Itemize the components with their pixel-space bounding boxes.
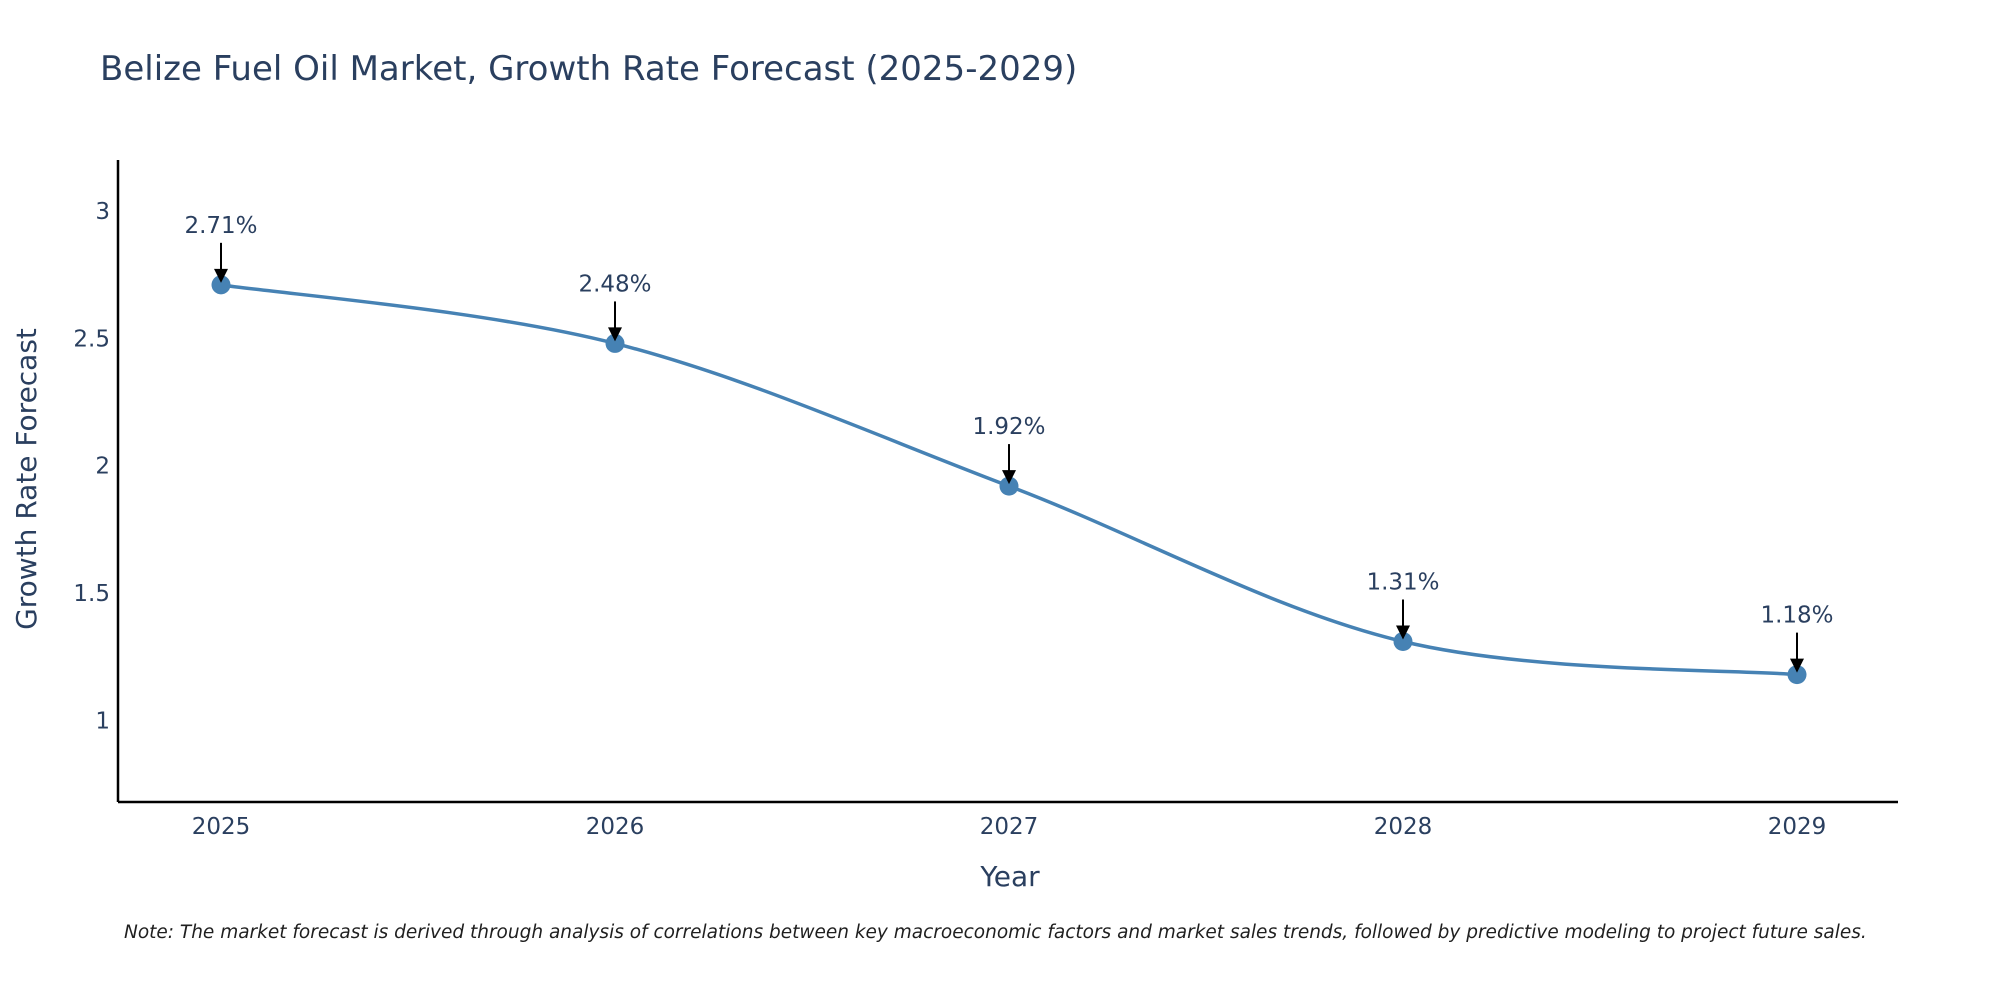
y-tick-label: 1.5 xyxy=(73,581,110,607)
x-tick-label: 2026 xyxy=(586,814,645,840)
annotation-arrow-head xyxy=(214,268,228,283)
x-ticks: 2025 2026 2027 2028 2029 xyxy=(192,814,1827,840)
y-axis-title: Growth Rate Forecast xyxy=(10,328,43,630)
annotation-arrow-head xyxy=(1790,658,1804,673)
y-tick-label: 2.5 xyxy=(73,326,110,352)
data-label: 2.48% xyxy=(578,271,651,297)
data-markers xyxy=(211,275,1807,685)
data-point-marker xyxy=(211,275,231,295)
y-tick-label: 1 xyxy=(95,708,110,734)
chart-title: Belize Fuel Oil Market, Growth Rate Fore… xyxy=(100,49,1077,89)
y-ticks: 1 1.5 2 2.5 3 xyxy=(73,199,110,735)
annotation-arrow-head xyxy=(608,327,622,342)
y-tick-label: 2 xyxy=(95,454,110,480)
x-axis-title: Year xyxy=(979,860,1040,893)
data-label: 1.31% xyxy=(1366,570,1439,596)
x-tick-label: 2029 xyxy=(1768,814,1827,840)
footnote: Note: The market forecast is derived thr… xyxy=(124,922,1867,943)
data-label: 1.92% xyxy=(972,414,1045,440)
data-point-marker xyxy=(999,476,1019,496)
x-tick-label: 2028 xyxy=(1374,814,1433,840)
annotation-arrow-head xyxy=(1002,470,1016,485)
x-tick-label: 2025 xyxy=(192,814,251,840)
x-tick-label: 2027 xyxy=(980,814,1039,840)
data-label: 2.71% xyxy=(184,213,257,239)
data-point-marker xyxy=(1787,665,1807,685)
data-point-marker xyxy=(605,333,625,353)
y-tick-label: 3 xyxy=(95,199,110,225)
data-annotations: 2.71% 2.48% 1.92% 1.31% 1.18% xyxy=(184,213,1834,673)
annotation-arrow-head xyxy=(1396,625,1410,640)
plot-area: 1 1.5 2 2.5 3 2025 2026 2027 2028 2029 2.71% 2.48… xyxy=(73,160,1898,840)
data-point-marker xyxy=(1393,632,1413,651)
data-label: 1.18% xyxy=(1760,603,1833,629)
